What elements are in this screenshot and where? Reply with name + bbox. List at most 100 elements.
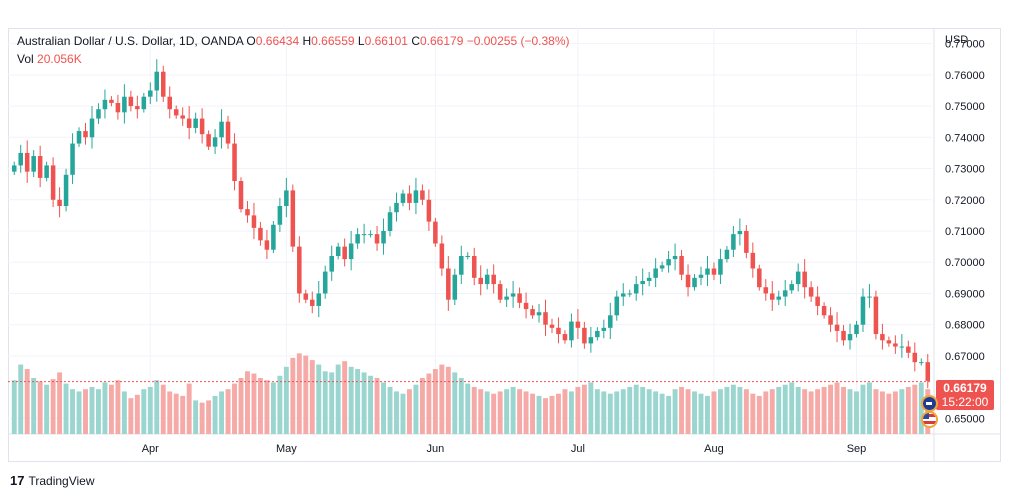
y-tick-label: 0.73000 bbox=[945, 164, 985, 176]
high-value: 0.66559 bbox=[311, 34, 355, 48]
candle-body bbox=[374, 234, 380, 244]
candle-body bbox=[426, 199, 432, 222]
candle-body bbox=[770, 293, 775, 300]
candlesticks bbox=[11, 59, 931, 389]
volume-bar bbox=[108, 384, 114, 434]
candle-body bbox=[173, 109, 179, 116]
volume-label: Vol bbox=[17, 52, 34, 66]
candle-body bbox=[640, 280, 645, 285]
volume-bar bbox=[83, 389, 88, 434]
volume-bar bbox=[251, 373, 257, 434]
candle-body bbox=[562, 334, 568, 341]
volume-bar bbox=[348, 366, 354, 434]
volume-bar bbox=[199, 402, 205, 434]
candle-body bbox=[115, 102, 121, 113]
volume-bar bbox=[290, 357, 296, 434]
candle-body bbox=[471, 255, 477, 278]
candle-body bbox=[31, 156, 36, 172]
change-value: −0.00255 (−0.38%) bbox=[466, 34, 570, 48]
y-tick-label: 0.77000 bbox=[945, 39, 985, 51]
volume-bar bbox=[245, 371, 250, 434]
candle-body bbox=[160, 71, 166, 97]
candle-body bbox=[776, 296, 782, 300]
candle-body bbox=[899, 346, 905, 348]
candle-body bbox=[11, 165, 17, 172]
volume-bar bbox=[361, 372, 367, 434]
candle-body bbox=[342, 246, 347, 260]
volume-bar bbox=[497, 391, 503, 434]
volume-bar bbox=[76, 391, 82, 434]
volume-bar bbox=[31, 378, 37, 434]
volume-bar bbox=[581, 384, 587, 434]
volume-bar bbox=[186, 383, 192, 434]
candle-body bbox=[329, 255, 334, 272]
volume-bar bbox=[523, 391, 529, 434]
volume-bar bbox=[491, 393, 497, 434]
volume-bar bbox=[828, 384, 834, 434]
candle-body bbox=[893, 343, 898, 347]
candle-body bbox=[57, 199, 62, 207]
volume-bar bbox=[63, 383, 69, 434]
volume-bar bbox=[549, 395, 555, 434]
candle-body bbox=[556, 327, 561, 335]
candle-body bbox=[906, 346, 911, 353]
volume-bar bbox=[329, 372, 335, 434]
volume-bar bbox=[789, 382, 795, 434]
candle-body bbox=[711, 268, 717, 275]
volume-bar bbox=[886, 393, 892, 434]
candle-body bbox=[601, 327, 607, 331]
candle-body bbox=[672, 255, 678, 260]
volume-bar bbox=[918, 382, 924, 434]
candle-body bbox=[439, 243, 445, 269]
volume-bar bbox=[121, 391, 127, 434]
volume-bar bbox=[594, 389, 600, 434]
x-tick-label: May bbox=[276, 443, 297, 455]
candle-body bbox=[718, 259, 723, 275]
volume-bar bbox=[309, 360, 315, 434]
us-flag-icon[interactable] bbox=[921, 411, 938, 428]
volume-bar bbox=[782, 384, 788, 434]
volume-bar bbox=[89, 386, 95, 434]
volume-bar bbox=[892, 391, 898, 434]
volume-bar bbox=[419, 378, 425, 434]
volume-bar bbox=[769, 389, 775, 434]
volume-bar bbox=[873, 389, 879, 434]
candle-body bbox=[497, 284, 503, 300]
volume-bar bbox=[795, 386, 801, 434]
candle-body bbox=[653, 268, 658, 278]
volume-bar bbox=[646, 389, 652, 434]
candle-body bbox=[646, 277, 652, 281]
volume-bar bbox=[374, 378, 380, 434]
candle-body bbox=[867, 296, 872, 298]
volume-bar bbox=[575, 386, 581, 434]
close-value: 0.66179 bbox=[420, 34, 464, 48]
y-tick-label: 0.75000 bbox=[945, 101, 985, 113]
candle-body bbox=[96, 109, 101, 119]
volume-bar bbox=[232, 383, 237, 434]
y-tick-label: 0.67000 bbox=[945, 351, 985, 363]
price-chart[interactable]: 0.77000 0.76000 0.75000 0.74000 0.73000 0.720… bbox=[8, 28, 1001, 462]
volume-bar bbox=[815, 389, 821, 434]
australia-flag-icon[interactable] bbox=[921, 395, 938, 412]
candle-body bbox=[465, 255, 471, 257]
volume-bar bbox=[458, 378, 464, 434]
candle-body bbox=[387, 212, 393, 231]
volume-bar bbox=[633, 384, 639, 434]
candle-body bbox=[841, 330, 846, 341]
candle-body bbox=[880, 334, 885, 341]
y-tick-label: 0.72000 bbox=[945, 195, 985, 207]
candle-body bbox=[569, 321, 574, 341]
candle-body bbox=[355, 234, 360, 244]
volume-bar bbox=[517, 389, 523, 434]
volume-bar bbox=[167, 391, 173, 434]
candle-body bbox=[698, 274, 704, 278]
tradingview-logo[interactable]: 17 TradingView bbox=[10, 473, 95, 488]
low-label: L bbox=[357, 34, 365, 48]
volume-bar bbox=[102, 382, 108, 434]
volume-bar bbox=[905, 386, 911, 434]
candle-body bbox=[886, 340, 892, 344]
volume-bar bbox=[763, 391, 769, 434]
candle-body bbox=[407, 193, 412, 203]
volume-bar bbox=[653, 391, 659, 434]
volume-bar bbox=[834, 382, 840, 434]
